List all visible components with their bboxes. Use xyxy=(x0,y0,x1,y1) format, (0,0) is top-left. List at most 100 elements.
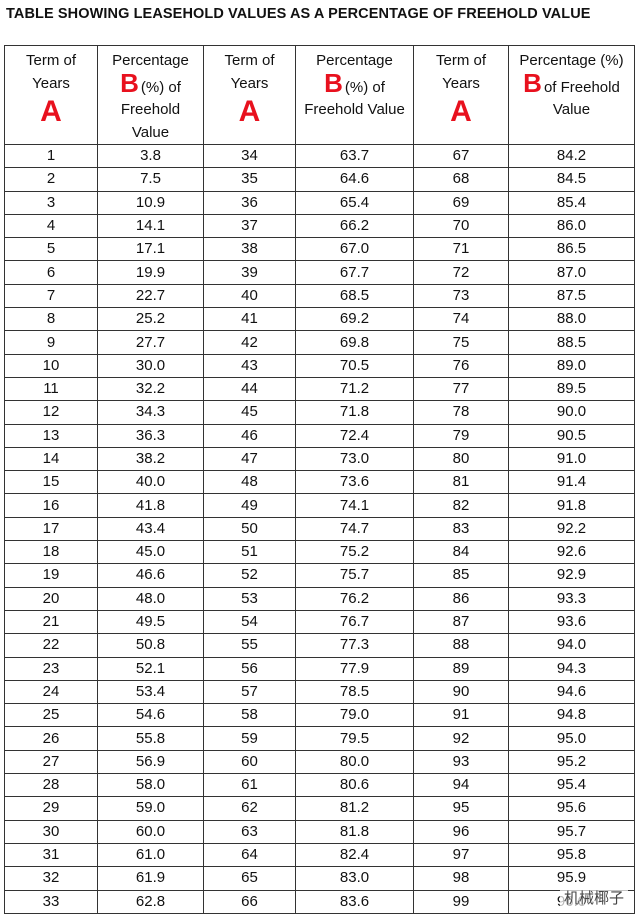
table-cell: 34 xyxy=(203,143,296,169)
table-cell: 54 xyxy=(203,609,296,635)
table-cell: 91.4 xyxy=(508,470,635,495)
table-cell: 86.5 xyxy=(508,237,635,262)
table-cell: 50 xyxy=(203,516,296,542)
table-cell: 74 xyxy=(413,307,509,332)
table-row: 5 17.1 38 67.0 71 86.5 xyxy=(4,237,635,262)
table-cell: 20 xyxy=(4,586,98,611)
table-cell: 90.5 xyxy=(508,423,635,448)
table-cell: 79.0 xyxy=(295,703,414,728)
header-text: Percentage (%) xyxy=(519,52,624,69)
table-cell: 30.0 xyxy=(97,353,204,378)
table-cell: 10.9 xyxy=(97,190,204,215)
table-cell: 36 xyxy=(203,190,296,215)
table-cell: 59.0 xyxy=(97,796,204,821)
table-cell: 95.4 xyxy=(508,773,635,798)
table-cell: 61.0 xyxy=(97,842,204,868)
table-cell: 64.6 xyxy=(295,167,414,192)
table-cell: 26 xyxy=(4,726,98,751)
table-cell: 45.0 xyxy=(97,540,204,565)
table-cell: 37 xyxy=(203,213,296,239)
table-cell: 55.8 xyxy=(97,726,204,751)
table-cell: 7 xyxy=(4,283,98,309)
table-cell: 31 xyxy=(4,842,98,868)
table-cell: 52 xyxy=(203,563,296,588)
header-line: Percentage (%) xyxy=(510,50,634,73)
table-cell: 81.8 xyxy=(295,819,414,844)
table-cell: 14 xyxy=(4,446,98,472)
table-row: 23 52.1 56 77.9 89 94.3 xyxy=(4,656,635,681)
table-cell: 46.6 xyxy=(97,563,204,588)
table-cell: 98 xyxy=(413,866,509,891)
table-cell: 40 xyxy=(203,283,296,309)
table-cell: 81.2 xyxy=(295,796,414,821)
table-cell: 62.8 xyxy=(97,889,204,914)
table-cell: 89.0 xyxy=(508,353,635,378)
header-letter: A xyxy=(40,95,62,128)
table-row: 14 38.2 47 73.0 80 91.0 xyxy=(4,446,635,472)
table-cell: 42 xyxy=(203,330,296,355)
table-cell: 15 xyxy=(4,470,98,495)
table-cell: 38.2 xyxy=(97,446,204,472)
header-text: (%) of xyxy=(140,78,181,96)
header-line: Years xyxy=(6,73,97,96)
table-cell: 5 xyxy=(4,237,98,262)
table-row: 11 32.2 44 71.2 77 89.5 xyxy=(4,376,635,402)
table-cell: 94.6 xyxy=(508,679,635,705)
table-cell: 73 xyxy=(413,283,509,309)
table-cell: 83 xyxy=(413,516,509,542)
table-cell: 74.7 xyxy=(295,516,414,542)
header-line: Freehold Value xyxy=(297,99,413,122)
table-cell: 77 xyxy=(413,376,509,402)
table-cell: 12 xyxy=(4,400,98,425)
table-cell: 80.0 xyxy=(295,749,414,775)
table-cell: 84.2 xyxy=(508,143,635,169)
table-cell: 57 xyxy=(203,679,296,705)
table-cell: 28 xyxy=(4,773,98,798)
table-cell: 95.2 xyxy=(508,749,635,775)
table-cell: 76.2 xyxy=(295,586,414,611)
table-row: 24 53.4 57 78.5 90 94.6 xyxy=(4,679,635,705)
table-cell: 67.7 xyxy=(295,260,414,285)
header-cell: Percentage B (%) of Freehold Value xyxy=(97,45,204,145)
table-cell: 22 xyxy=(4,633,98,658)
table-cell: 56.9 xyxy=(97,749,204,775)
table-cell: 68.5 xyxy=(295,283,414,309)
table-row: 10 30.0 43 70.5 76 89.0 xyxy=(4,353,635,378)
table-row: 26 55.8 59 79.5 92 95.0 xyxy=(4,726,635,751)
table-cell: 34.3 xyxy=(97,400,204,425)
table-cell: 53.4 xyxy=(97,679,204,705)
table-cell: 95.0 xyxy=(508,726,635,751)
table-cell: 90 xyxy=(413,679,509,705)
table-cell: 67 xyxy=(413,143,509,169)
table-cell: 77.3 xyxy=(295,633,414,658)
table-cell: 82 xyxy=(413,493,509,518)
table-row: 31 61.0 64 82.4 97 95.8 xyxy=(4,842,635,868)
table-cell: 79.5 xyxy=(295,726,414,751)
table-cell: 76.7 xyxy=(295,609,414,635)
table-cell: 46 xyxy=(203,423,296,448)
table-cell: 35 xyxy=(203,167,296,192)
table-cell: 85 xyxy=(413,563,509,588)
table-cell: 22.7 xyxy=(97,283,204,309)
table-cell: 48.0 xyxy=(97,586,204,611)
table-cell: 32.2 xyxy=(97,376,204,402)
table-cell: 47 xyxy=(203,446,296,472)
header-line: Term of xyxy=(205,50,295,73)
table-cell: 84 xyxy=(413,540,509,565)
header-text: Term of xyxy=(224,52,275,69)
table-row: 16 41.8 49 74.1 82 91.8 xyxy=(4,493,635,518)
table-cell: 52.1 xyxy=(97,656,204,681)
table-cell: 73.0 xyxy=(295,446,414,472)
table-cell: 2 xyxy=(4,167,98,192)
table-cell: 16 xyxy=(4,493,98,518)
table-cell: 27 xyxy=(4,749,98,775)
table-cell: 89.5 xyxy=(508,376,635,402)
table-cell: 9 xyxy=(4,330,98,355)
table-row: 4 14.1 37 66.2 70 86.0 xyxy=(4,213,635,239)
header-cell: Term of Years A xyxy=(413,45,509,145)
table-cell: 10 xyxy=(4,353,98,378)
table-cell: 85.4 xyxy=(508,190,635,215)
